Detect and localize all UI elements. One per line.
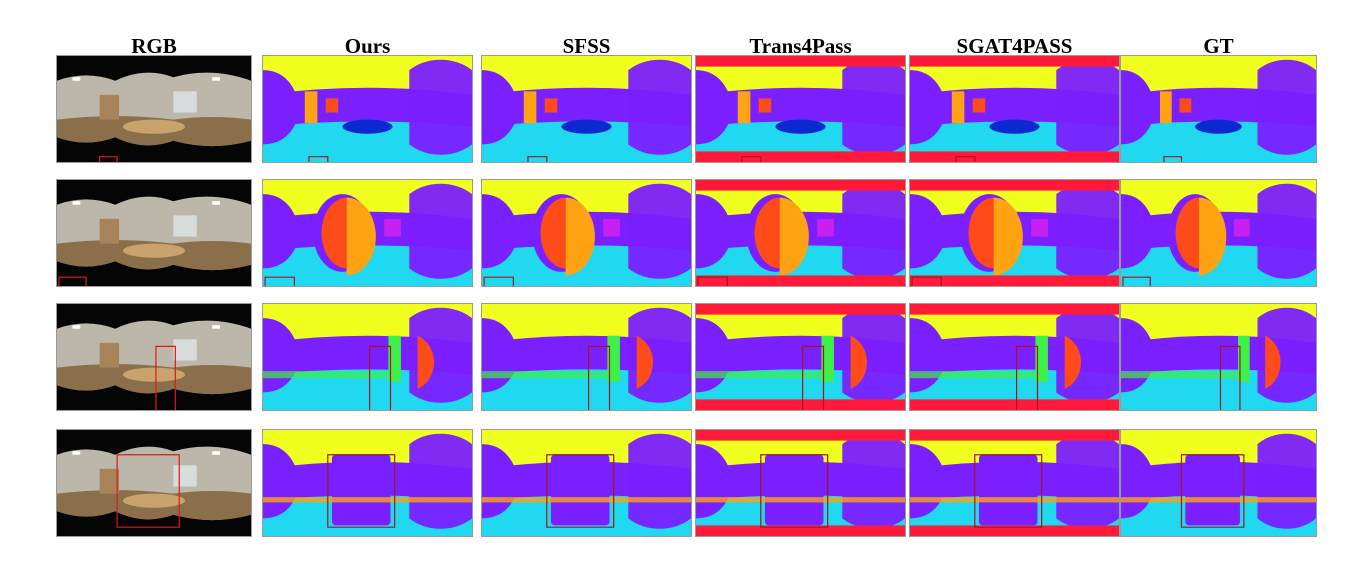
highlight-box xyxy=(975,455,1042,527)
highlight-box xyxy=(528,157,547,162)
highlight-box xyxy=(742,157,761,162)
highlight-box xyxy=(1017,346,1038,410)
highlight-box xyxy=(912,277,941,286)
highlight-box xyxy=(761,455,828,527)
highlight-box xyxy=(100,157,117,162)
panel-trans4pass-row-2 xyxy=(695,179,906,287)
column-header-sfss: SFSS xyxy=(562,34,611,58)
panel-ours-row-3 xyxy=(262,303,473,411)
highlight-box xyxy=(1123,277,1150,286)
panel-sgat4pass-row-4 xyxy=(909,429,1120,537)
panel-rgb-row-1 xyxy=(56,55,252,163)
panel-trans4pass-row-3 xyxy=(695,303,906,411)
panel-ours-row-4 xyxy=(262,429,473,537)
panel-trans4pass-row-4 xyxy=(695,429,906,537)
highlight-box xyxy=(328,455,395,527)
panel-ours-row-2 xyxy=(262,179,473,287)
highlight-box xyxy=(547,455,614,527)
highlight-box xyxy=(803,346,824,410)
highlight-box xyxy=(484,277,513,286)
panel-sfss-row-1 xyxy=(481,55,692,163)
highlight-box xyxy=(698,277,727,286)
panel-sfss-row-2 xyxy=(481,179,692,287)
column-header-sgat4pass: SGAT4PASS xyxy=(956,34,1073,58)
panel-sgat4pass-row-3 xyxy=(909,303,1120,411)
panel-sfss-row-4 xyxy=(481,429,692,537)
panel-gt-row-4 xyxy=(1120,429,1317,537)
column-header-ours: Ours xyxy=(344,34,391,58)
panel-rgb-row-4 xyxy=(56,429,252,537)
highlight-box xyxy=(1181,455,1243,527)
panel-gt-row-3 xyxy=(1120,303,1317,411)
panel-gt-row-2 xyxy=(1120,179,1317,287)
highlight-box xyxy=(156,346,175,410)
column-header-rgb: RGB xyxy=(131,34,177,58)
panel-sfss-row-3 xyxy=(481,303,692,411)
panel-gt-row-1 xyxy=(1120,55,1317,163)
highlight-box xyxy=(59,277,86,286)
panel-ours-row-1 xyxy=(262,55,473,163)
panel-sgat4pass-row-2 xyxy=(909,179,1120,287)
panel-rgb-row-3 xyxy=(56,303,252,411)
panel-trans4pass-row-1 xyxy=(695,55,906,163)
highlight-box xyxy=(265,277,294,286)
highlight-box xyxy=(956,157,975,162)
panel-sgat4pass-row-1 xyxy=(909,55,1120,163)
highlight-box xyxy=(370,346,391,410)
column-header-trans4pass: Trans4Pass xyxy=(749,34,852,58)
panel-rgb-row-2 xyxy=(56,179,252,287)
highlight-box xyxy=(117,455,179,527)
highlight-box xyxy=(589,346,610,410)
highlight-box xyxy=(309,157,328,162)
highlight-box xyxy=(1164,157,1182,162)
highlight-box xyxy=(1220,346,1240,410)
column-header-gt: GT xyxy=(1203,34,1234,58)
